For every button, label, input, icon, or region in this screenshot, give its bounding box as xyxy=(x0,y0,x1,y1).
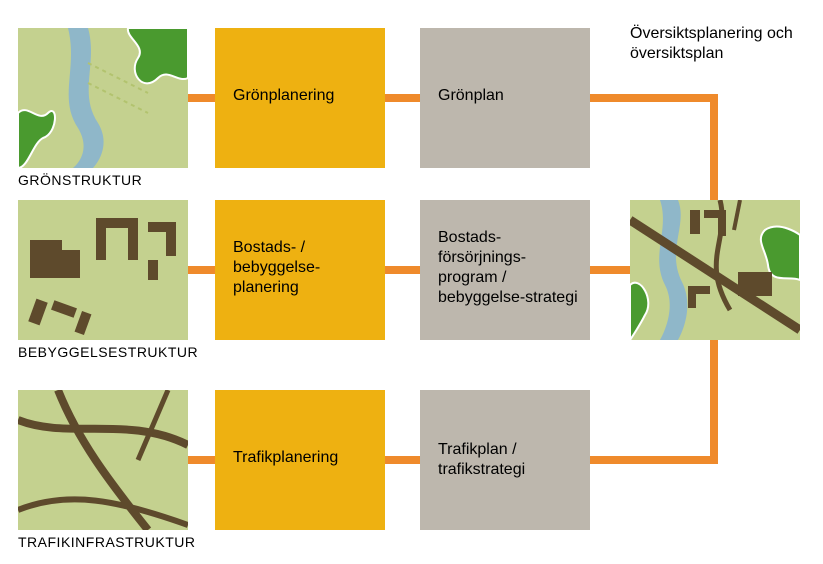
map-tile-green xyxy=(18,28,188,168)
planning-box-build: Bostads- / bebyggelse-planering xyxy=(215,200,385,340)
planning-box-green: Grönplanering xyxy=(215,28,385,168)
output-label: Bostads-försörjnings-program / bebyggels… xyxy=(438,228,578,308)
caption-green: GRÖNSTRUKTUR xyxy=(18,172,142,188)
map-tile-combined xyxy=(630,200,800,340)
connector-h xyxy=(381,456,424,464)
map-tile-traffic xyxy=(18,390,188,530)
connector-h xyxy=(184,266,219,274)
planning-label: Bostads- / bebyggelse-planering xyxy=(233,238,373,298)
output-box-green: Grönplan xyxy=(420,28,590,168)
map-tile-build xyxy=(18,200,188,340)
connector-h xyxy=(184,94,219,102)
caption-build: BEBYGGELSESTRUKTUR xyxy=(18,344,198,360)
connector-h xyxy=(586,94,718,102)
connector-h xyxy=(381,266,424,274)
header-text: Översiktsplanering och översiktsplan xyxy=(630,24,815,64)
connector-h xyxy=(184,456,219,464)
connector-h xyxy=(381,94,424,102)
connector-h xyxy=(586,456,718,464)
planning-box-traffic: Trafikplanering xyxy=(215,390,385,530)
output-box-build: Bostads-försörjnings-program / bebyggels… xyxy=(420,200,590,340)
output-label: Grönplan xyxy=(438,86,578,106)
planning-label: Grönplanering xyxy=(233,86,373,106)
planning-label: Trafikplanering xyxy=(233,448,373,468)
output-label: Trafikplan / trafikstrategi xyxy=(438,440,578,480)
caption-traffic: TRAFIKINFRASTRUKTUR xyxy=(18,534,196,550)
diagram-stage: Översiktsplanering och översiktsplan GRÖ… xyxy=(0,0,823,564)
output-box-traffic: Trafikplan / trafikstrategi xyxy=(420,390,590,530)
